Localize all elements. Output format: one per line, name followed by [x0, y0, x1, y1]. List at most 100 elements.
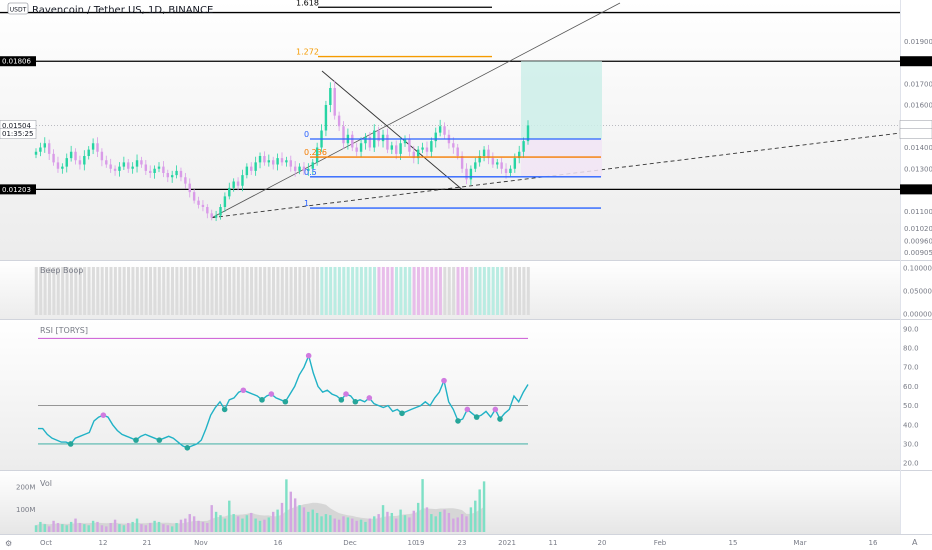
beep-boop-bar [474, 267, 478, 315]
beep-boop-bar [412, 267, 416, 315]
time-axis[interactable]: Oct 12 21 Nov 16 Dec 10 19 23 2021 11 20 Feb 15 Mar 16 [40, 539, 878, 547]
time-tick-label: 20 [598, 539, 607, 547]
volume-bar [395, 518, 398, 532]
candle-body [39, 147, 42, 152]
time-tick-label: 10 [408, 539, 417, 547]
beep-boop-bar [491, 267, 495, 315]
beep-boop-bar [52, 267, 56, 315]
candle-body [500, 162, 503, 169]
fib-level-label: 0 [304, 130, 309, 139]
right-axis-bg [900, 0, 932, 550]
volume-title[interactable]: Vol [40, 479, 52, 488]
candle-body [188, 183, 191, 193]
volume-bar [263, 519, 266, 532]
volume-bar [315, 512, 319, 532]
beep-boop-bar [276, 267, 280, 315]
candle-body [337, 115, 341, 127]
beep-boop-bar [315, 267, 319, 315]
beep-boop-bar [390, 267, 394, 315]
volume-bar [438, 511, 442, 532]
volume-bar [482, 481, 486, 532]
price-axis[interactable]: 0.01900 0.01700 0.01600 0.01400 0.01300 0.011… [904, 38, 932, 257]
candle-body [47, 143, 51, 154]
volume-bar [78, 523, 82, 532]
beep-boop-bar [500, 267, 504, 315]
settings-icon[interactable]: ⚙ [5, 539, 12, 548]
beep-boop-bar [395, 267, 399, 315]
beep-boop-bar [293, 267, 297, 315]
candle-body [87, 149, 90, 156]
volume-bar [144, 525, 148, 532]
beep-boop-bar [267, 267, 271, 315]
price-label: 0.01504 [2, 122, 31, 130]
candle-body [113, 168, 117, 171]
candle-body [377, 130, 380, 142]
beep-boop-bar [236, 267, 240, 315]
candle-body [250, 166, 253, 171]
price-tick-label: 0.01300 [904, 165, 932, 173]
rsi-pane: 90.0 80.0 70.0 60.0 50.0 40.0 30.0 20.0 [38, 325, 919, 468]
beep-boop-bar [342, 267, 346, 315]
beep-boop-bar [289, 267, 293, 315]
candle-body [232, 181, 235, 188]
volume-bar [381, 505, 385, 532]
beep-boop-bar [34, 267, 38, 315]
beep-boop-bar [373, 267, 377, 315]
beep-boop-bar [245, 267, 249, 315]
candle-body [302, 166, 306, 171]
volume-bar [430, 514, 433, 532]
volume-bar [298, 505, 301, 532]
rsi-pivot-low [156, 437, 163, 443]
candle-body [474, 162, 477, 169]
beep-boop-bar [197, 267, 201, 315]
volume-bar [43, 524, 46, 532]
volume-bar [100, 525, 104, 532]
time-tick-label: Oct [40, 539, 52, 547]
volume-pane: 200M 100M [16, 479, 486, 532]
currency-badge[interactable]: USDT [10, 7, 27, 14]
beep-boop-bar [144, 267, 148, 315]
candle-body [276, 158, 279, 165]
volume-bar [56, 523, 60, 532]
volume-bar [280, 502, 284, 532]
candle-body [91, 143, 95, 150]
beep-boop-bar [381, 267, 385, 315]
beep-boop-bar [184, 267, 188, 315]
beep-boop-bar [346, 267, 350, 315]
beep-boop-bar [91, 267, 95, 315]
beep-boop-bar [258, 267, 262, 315]
time-tick-label: 11 [549, 539, 558, 547]
fib-retracement[interactable]: 1.618 1.272 0 0.236 0.5 1 [296, 0, 601, 209]
beep-boop-bar [482, 267, 486, 315]
beep-boop-bar [65, 267, 69, 315]
rsi-pivot-low [221, 406, 228, 413]
rsi-title[interactable]: RSI [TORYS] [40, 326, 88, 335]
volume-bar [206, 523, 209, 532]
time-tick-label: 16 [274, 539, 283, 547]
trend-line [211, 2, 621, 218]
candle-body [351, 134, 354, 148]
beep-boop-bar [241, 267, 245, 315]
beep-boop-title[interactable]: Beep Boop [40, 266, 83, 275]
beep-boop-bar [188, 267, 192, 315]
beep-boop-bar [351, 267, 355, 315]
candle-body [359, 143, 363, 152]
rsi-pivot-low [497, 416, 503, 422]
rsi-tick-label: 40.0 [903, 421, 919, 429]
volume-bar [311, 509, 314, 532]
volume-bar [403, 515, 407, 532]
beep-boop-bar [285, 267, 289, 315]
beep-boop-bar [513, 267, 517, 315]
volume-bar [302, 507, 306, 532]
beep-boop-bar [162, 267, 166, 315]
volume-bar [351, 518, 354, 532]
beep-boop-bar [460, 267, 464, 315]
beep-boop-bar [87, 267, 91, 315]
beep-boop-bar [337, 267, 341, 315]
beep-boop-bar [122, 267, 126, 315]
auto-scale-button[interactable]: A [912, 538, 918, 547]
volume-bar [293, 498, 297, 532]
candle-body [381, 134, 385, 142]
currency-badge-bg[interactable] [7, 2, 29, 15]
